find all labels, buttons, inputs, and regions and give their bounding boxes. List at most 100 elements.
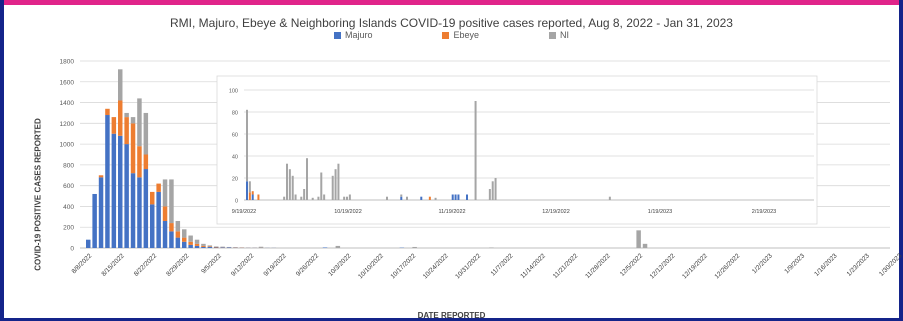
main-bar-majuro: [156, 191, 161, 248]
main-bar-majuro: [207, 246, 213, 248]
main-bar-majuro: [226, 247, 232, 248]
inset-bar-ni: [406, 196, 408, 200]
inset-y-tick-label: 100: [229, 89, 238, 95]
inset-bar-ni: [246, 109, 248, 182]
inset-bar-ni: [488, 189, 491, 200]
main-bar-ebeye: [162, 206, 168, 221]
main-x-tick-label: 10/17/2022: [389, 252, 417, 280]
main-x-tick-label: 1/16/2023: [813, 252, 839, 278]
main-bar-ni: [207, 245, 213, 247]
inset-bar-ni: [386, 196, 388, 200]
main-y-tick-label: 0: [70, 246, 74, 253]
top-accent-bar: [0, 0, 903, 5]
legend-item-ebeye: Ebeye: [442, 30, 479, 40]
main-bar-majuro: [92, 193, 97, 248]
inset-bar-ni: [494, 178, 497, 200]
legend-swatch-ebeye: [442, 31, 450, 39]
main-x-tick-label: 9/12/2022: [230, 252, 256, 278]
inset-bar-ni: [346, 196, 348, 200]
main-y-tick-label: 1800: [60, 59, 75, 66]
main-bar-ni: [137, 98, 142, 147]
main-bar-majuro: [150, 204, 155, 248]
main-bar-ni: [118, 69, 123, 101]
inset-chart-panel: [216, 75, 818, 225]
main-bar-ni: [188, 235, 193, 242]
inset-bar-majuro: [251, 194, 254, 200]
main-bar-ni: [175, 220, 181, 232]
inset-bar-ni: [283, 196, 286, 200]
main-bar-ebeye: [188, 241, 193, 245]
main-bar-majuro: [124, 144, 129, 248]
main-bar-ebeye: [98, 175, 104, 178]
main-bar-ebeye: [130, 123, 136, 174]
main-bar-ni: [214, 246, 219, 247]
legend-label-majuro: Majuro: [344, 30, 373, 40]
legend-label-ni: NI: [560, 30, 570, 40]
main-bar-majuro: [322, 247, 328, 248]
inset-bar-ebeye: [428, 196, 431, 200]
main-bar-ni: [169, 179, 174, 224]
main-bar-majuro: [143, 169, 149, 248]
inset-bar-ni: [311, 197, 314, 200]
legend-swatch-majuro: [333, 31, 341, 39]
main-y-tick-label: 1000: [60, 142, 75, 149]
inset-bar-majuro: [451, 194, 454, 200]
main-x-tick-label: 11/14/2022: [519, 252, 547, 280]
legend-label-ebeye: Ebeye: [453, 30, 480, 40]
inset-bar-ni: [323, 194, 326, 200]
main-bar-ebeye: [124, 117, 129, 145]
y-axis-title: COVID-19 POSITIVE CASES REPORTED: [33, 118, 43, 271]
main-bar-ebeye: [150, 191, 155, 205]
main-bar-ni: [162, 179, 168, 207]
inset-bar-ni: [337, 163, 340, 200]
chart-title: RMI, Majuro, Ebeye & Neighboring Islands…: [170, 16, 733, 30]
main-bar-ni: [201, 243, 206, 246]
main-bar-ni: [636, 230, 641, 248]
main-bar-ni: [335, 245, 341, 248]
inset-bar-ni: [300, 196, 303, 200]
inset-bar-ni: [303, 189, 306, 200]
main-bar-ebeye: [214, 246, 219, 248]
main-x-tick-label: 1/30/2023: [878, 252, 903, 278]
inset-bar-ni: [288, 169, 291, 200]
main-bar-majuro: [105, 115, 110, 249]
main-bar-ebeye: [111, 117, 117, 134]
main-bar-ebeye: [143, 154, 149, 170]
main-bar-ni: [258, 246, 264, 248]
main-bar-majuro: [98, 177, 104, 248]
main-x-tick-label: 8/22/2022: [133, 252, 159, 278]
main-x-tick-label: 12/19/2022: [681, 252, 709, 280]
legend-item-ni: NI: [549, 30, 569, 40]
inset-bar-ni: [294, 194, 297, 200]
inset-bar-ni: [248, 181, 251, 193]
main-x-tick-label: 1/9/2023: [783, 252, 806, 275]
inset-x-tick-label: 12/19/2022: [542, 209, 570, 215]
inset-bar-ni: [491, 181, 494, 200]
inset-bar-majuro: [420, 196, 423, 200]
main-y-tick-label: 1200: [60, 121, 75, 128]
inset-bar-majuro: [466, 194, 468, 200]
main-bar-ebeye: [137, 146, 142, 178]
main-x-tick-label: 8/29/2022: [165, 252, 191, 278]
main-bar-majuro: [214, 247, 219, 248]
main-bar-ni: [194, 239, 200, 244]
main-x-tick-label: 12/26/2022: [713, 252, 741, 280]
inset-y-tick-label: 60: [232, 133, 238, 139]
main-bar-ebeye: [201, 245, 206, 247]
main-x-tick-label: 12/5/2022: [619, 252, 645, 278]
main-x-tick-label: 1/2/2023: [751, 252, 774, 275]
main-bar-ni: [489, 247, 494, 248]
main-bar-majuro: [118, 135, 123, 248]
main-bar-majuro: [182, 241, 187, 248]
main-bar-ebeye: [118, 100, 123, 136]
inset-bar-majuro: [454, 194, 457, 200]
main-y-tick-label: 1400: [60, 100, 75, 107]
inset-bar-ebeye: [248, 192, 251, 200]
x-axis-title: DATE REPORTED: [417, 311, 486, 320]
main-x-tick-label: 9/5/2022: [200, 252, 223, 275]
main-y-tick-label: 200: [63, 225, 74, 232]
main-bar-ebeye: [175, 231, 181, 238]
inset-bar-ni: [400, 194, 403, 197]
inset-bar-ni: [474, 101, 477, 200]
